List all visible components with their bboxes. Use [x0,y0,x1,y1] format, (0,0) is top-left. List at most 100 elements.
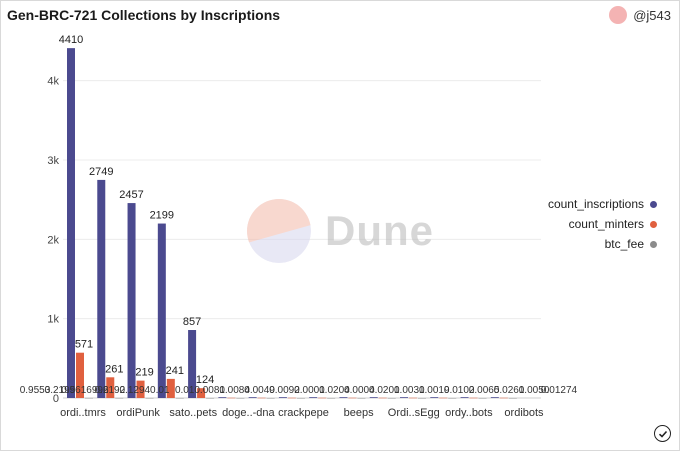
data-label: 4410 [59,34,83,46]
data-label: 857 [183,316,201,328]
data-label: 2199 [150,210,174,222]
baseline-value-label: 0.0084 [219,385,250,396]
bar-count_minters [439,397,448,399]
user-handle[interactable]: @j543 [633,7,671,23]
baseline-value-label: 0.0001 [294,385,325,396]
baseline-value-label: 0.0031 [394,385,425,396]
bar-count_minters [76,352,84,398]
baseline-value-label: 0.0092 [269,385,300,396]
bar-count_minters [197,388,206,398]
bar-count_minters [469,397,478,399]
baseline-value-label: 0.0081 [194,385,225,396]
bar-count_inscriptions [369,397,378,398]
bar-btc_fee [478,397,487,399]
bar-count_minters [499,397,508,399]
legend-swatch [650,220,657,228]
bar-count_inscriptions [127,203,136,398]
baseline-value-label: 0.5616996 [61,385,109,396]
bar-count_inscriptions [400,397,409,398]
baseline-value-label: 0.0261 [494,385,525,396]
x-tick-label: ordy..bots [445,407,493,419]
bar-count_inscriptions [490,397,499,398]
bar-count_minters [106,377,115,398]
bar-count_minters [318,397,327,399]
bar-btc_fee [448,397,457,399]
baseline-value-label: 0.0065 [469,385,500,396]
legend: count_inscriptions count_minters btc_fee [548,197,657,251]
data-label: 571 [75,339,93,351]
x-tick-label: beeps [344,407,374,419]
bar-btc_fee [508,397,517,399]
bar-count_minters [409,397,418,399]
x-tick-label: ordibots [504,407,544,419]
y-tick-label: 0 [53,393,59,405]
baseline-value-label: 0.0201 [369,385,400,396]
legend-item-count-minters[interactable]: count_minters [569,217,657,231]
check-circle-icon[interactable] [654,425,671,442]
dune-watermark: Dune [247,199,434,263]
baseline-value-label: 0.9553 [20,385,51,396]
x-tick-label: ordi..tmrs [60,407,106,419]
data-label: 124 [196,374,214,386]
data-label: 261 [105,363,123,375]
bar-count_inscriptions [218,397,227,398]
bar-count_inscriptions [309,397,318,398]
bar-btc_fee [327,397,336,399]
legend-item-btc-fee[interactable]: btc_fee [605,237,657,251]
data-label: 2749 [89,166,113,178]
baseline-value-label: 0.0102 [444,385,475,396]
legend-label: count_minters [568,217,644,231]
baseline-value-label: 0.2192 [95,385,126,396]
bar-count_minters [227,397,236,399]
bar-count_inscriptions [67,48,75,398]
bar-count_minters [378,397,387,399]
baseline-value-label: 0.01 [150,385,170,396]
bar-btc_fee [175,397,184,399]
baseline-value-label: 0.2199 [45,385,76,396]
watermark-text: Dune [325,207,434,254]
x-tick-label: crackpepe [278,407,329,419]
bar-count_inscriptions [97,179,106,398]
x-tick-label: sato..pets [169,407,217,419]
baseline-value-label: 0.1294 [120,385,151,396]
data-label: 219 [135,367,153,379]
bar-btc_fee [206,397,215,399]
bar-btc_fee [296,397,305,399]
bar-count_inscriptions [188,330,197,398]
user-badge[interactable]: @j543 [609,6,671,24]
bar-btc_fee [115,397,124,399]
baseline-value-label: 0.01 [175,385,195,396]
bar-count_inscriptions [157,223,166,398]
bar-count_inscriptions [248,397,257,398]
legend-item-count-inscriptions[interactable]: count_inscriptions [548,197,657,211]
avatar [609,6,628,24]
data-label: 241 [166,365,184,377]
y-tick-label: 4k [47,76,59,88]
bar-btc_fee [418,397,427,399]
bar-count_inscriptions [278,397,287,398]
bar-count_inscriptions [460,397,469,398]
x-tick-label: Ordi..sEgg [388,407,440,419]
baseline-value-label: 0.0004 [344,385,375,396]
bar-btc_fee [85,397,93,399]
x-tick-label: doge..-dna [222,407,275,419]
bar-count_minters [348,397,357,399]
baseline-value-label: 0.0049 [244,385,275,396]
bar-count_inscriptions [339,397,348,398]
bar-btc_fee [266,397,275,399]
dune-logo-icon [247,199,311,263]
bar-btc_fee [145,397,154,399]
y-tick-label: 1k [47,314,59,326]
legend-label: btc_fee [604,237,644,251]
bar-count_minters [287,397,296,399]
bar-count_minters [166,378,175,398]
baseline-value-label: 0.0050 [519,385,550,396]
bar-count_minters [257,397,266,399]
chart-title: Gen-BRC-721 Collections by Inscriptions [7,7,281,23]
x-tick-label: ordiPunk [116,407,160,419]
data-label: 2457 [119,189,143,201]
baseline-value-label: 0.0019 [419,385,450,396]
legend-label: count_inscriptions [547,197,644,211]
